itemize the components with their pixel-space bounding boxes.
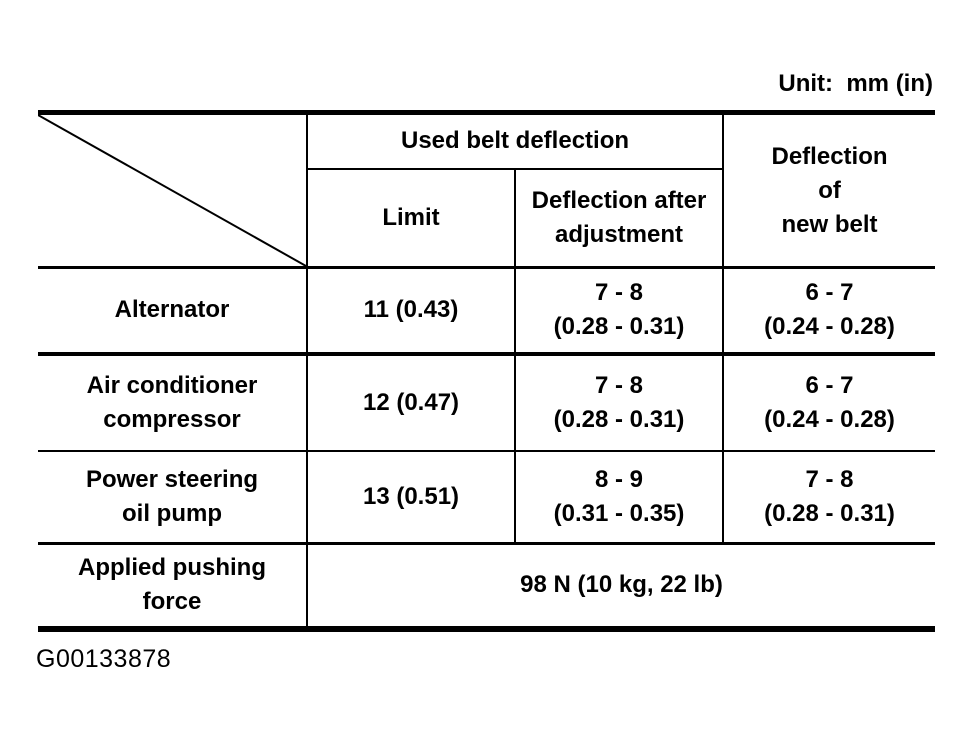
power-steering-limit-value: 13 (0.51)	[307, 450, 516, 545]
power-steering-after-adjustment-value: 8 - 9 (0.31 - 0.35)	[515, 450, 725, 545]
figure-id: G00133878	[36, 645, 172, 673]
alternator-limit-value: 11 (0.43)	[307, 267, 516, 356]
diagonal-line	[38, 115, 306, 266]
unit-label: Unit: mm (in)	[778, 70, 933, 97]
diagonal-corner-cell	[38, 110, 308, 269]
row-label-applied-pushing-force: Applied pushing force	[38, 543, 308, 632]
header-deflection-after-adjustment: Deflection after adjustment	[515, 168, 725, 269]
alternator-after-adjustment-value: 7 - 8 (0.28 - 0.31)	[515, 267, 725, 356]
table-row-alternator: Alternator 11 (0.43) 7 - 8 (0.28 - 0.31)…	[38, 267, 936, 356]
header-deflection-of-new-belt: Deflection of new belt	[722, 110, 936, 269]
row-label-power-steering-oil-pump: Power steering oil pump	[38, 450, 308, 545]
alternator-new-belt-value: 6 - 7 (0.24 - 0.28)	[723, 267, 936, 356]
row-label-air-conditioner-compressor: Air conditioner compressor	[38, 353, 308, 452]
air-conditioner-limit-value: 12 (0.47)	[307, 353, 516, 452]
air-conditioner-new-belt-value: 6 - 7 (0.24 - 0.28)	[723, 353, 936, 452]
header-used-belt-deflection: Used belt deflection	[305, 110, 725, 170]
air-conditioner-after-adjustment-value: 7 - 8 (0.28 - 0.31)	[515, 353, 725, 452]
header-row-top: Used belt deflection Deflection of new b…	[38, 110, 936, 269]
header-row-sub: Limit Deflection after adjustment	[38, 168, 935, 269]
header-limit: Limit	[307, 168, 516, 269]
table-row-air-conditioner-compressor: Air conditioner compressor 12 (0.47) 7 -…	[38, 353, 936, 452]
power-steering-new-belt-value: 7 - 8 (0.28 - 0.31)	[723, 450, 936, 545]
row-label-alternator: Alternator	[38, 267, 308, 356]
belt-deflection-table: Used belt deflection Deflection of new b…	[38, 110, 936, 632]
table-row-applied-pushing-force: Applied pushing force 98 N (10 kg, 22 lb…	[38, 543, 936, 632]
applied-pushing-force-value: 98 N (10 kg, 22 lb)	[307, 543, 936, 632]
table-row-power-steering-oil-pump: Power steering oil pump 13 (0.51) 8 - 9 …	[38, 450, 936, 545]
